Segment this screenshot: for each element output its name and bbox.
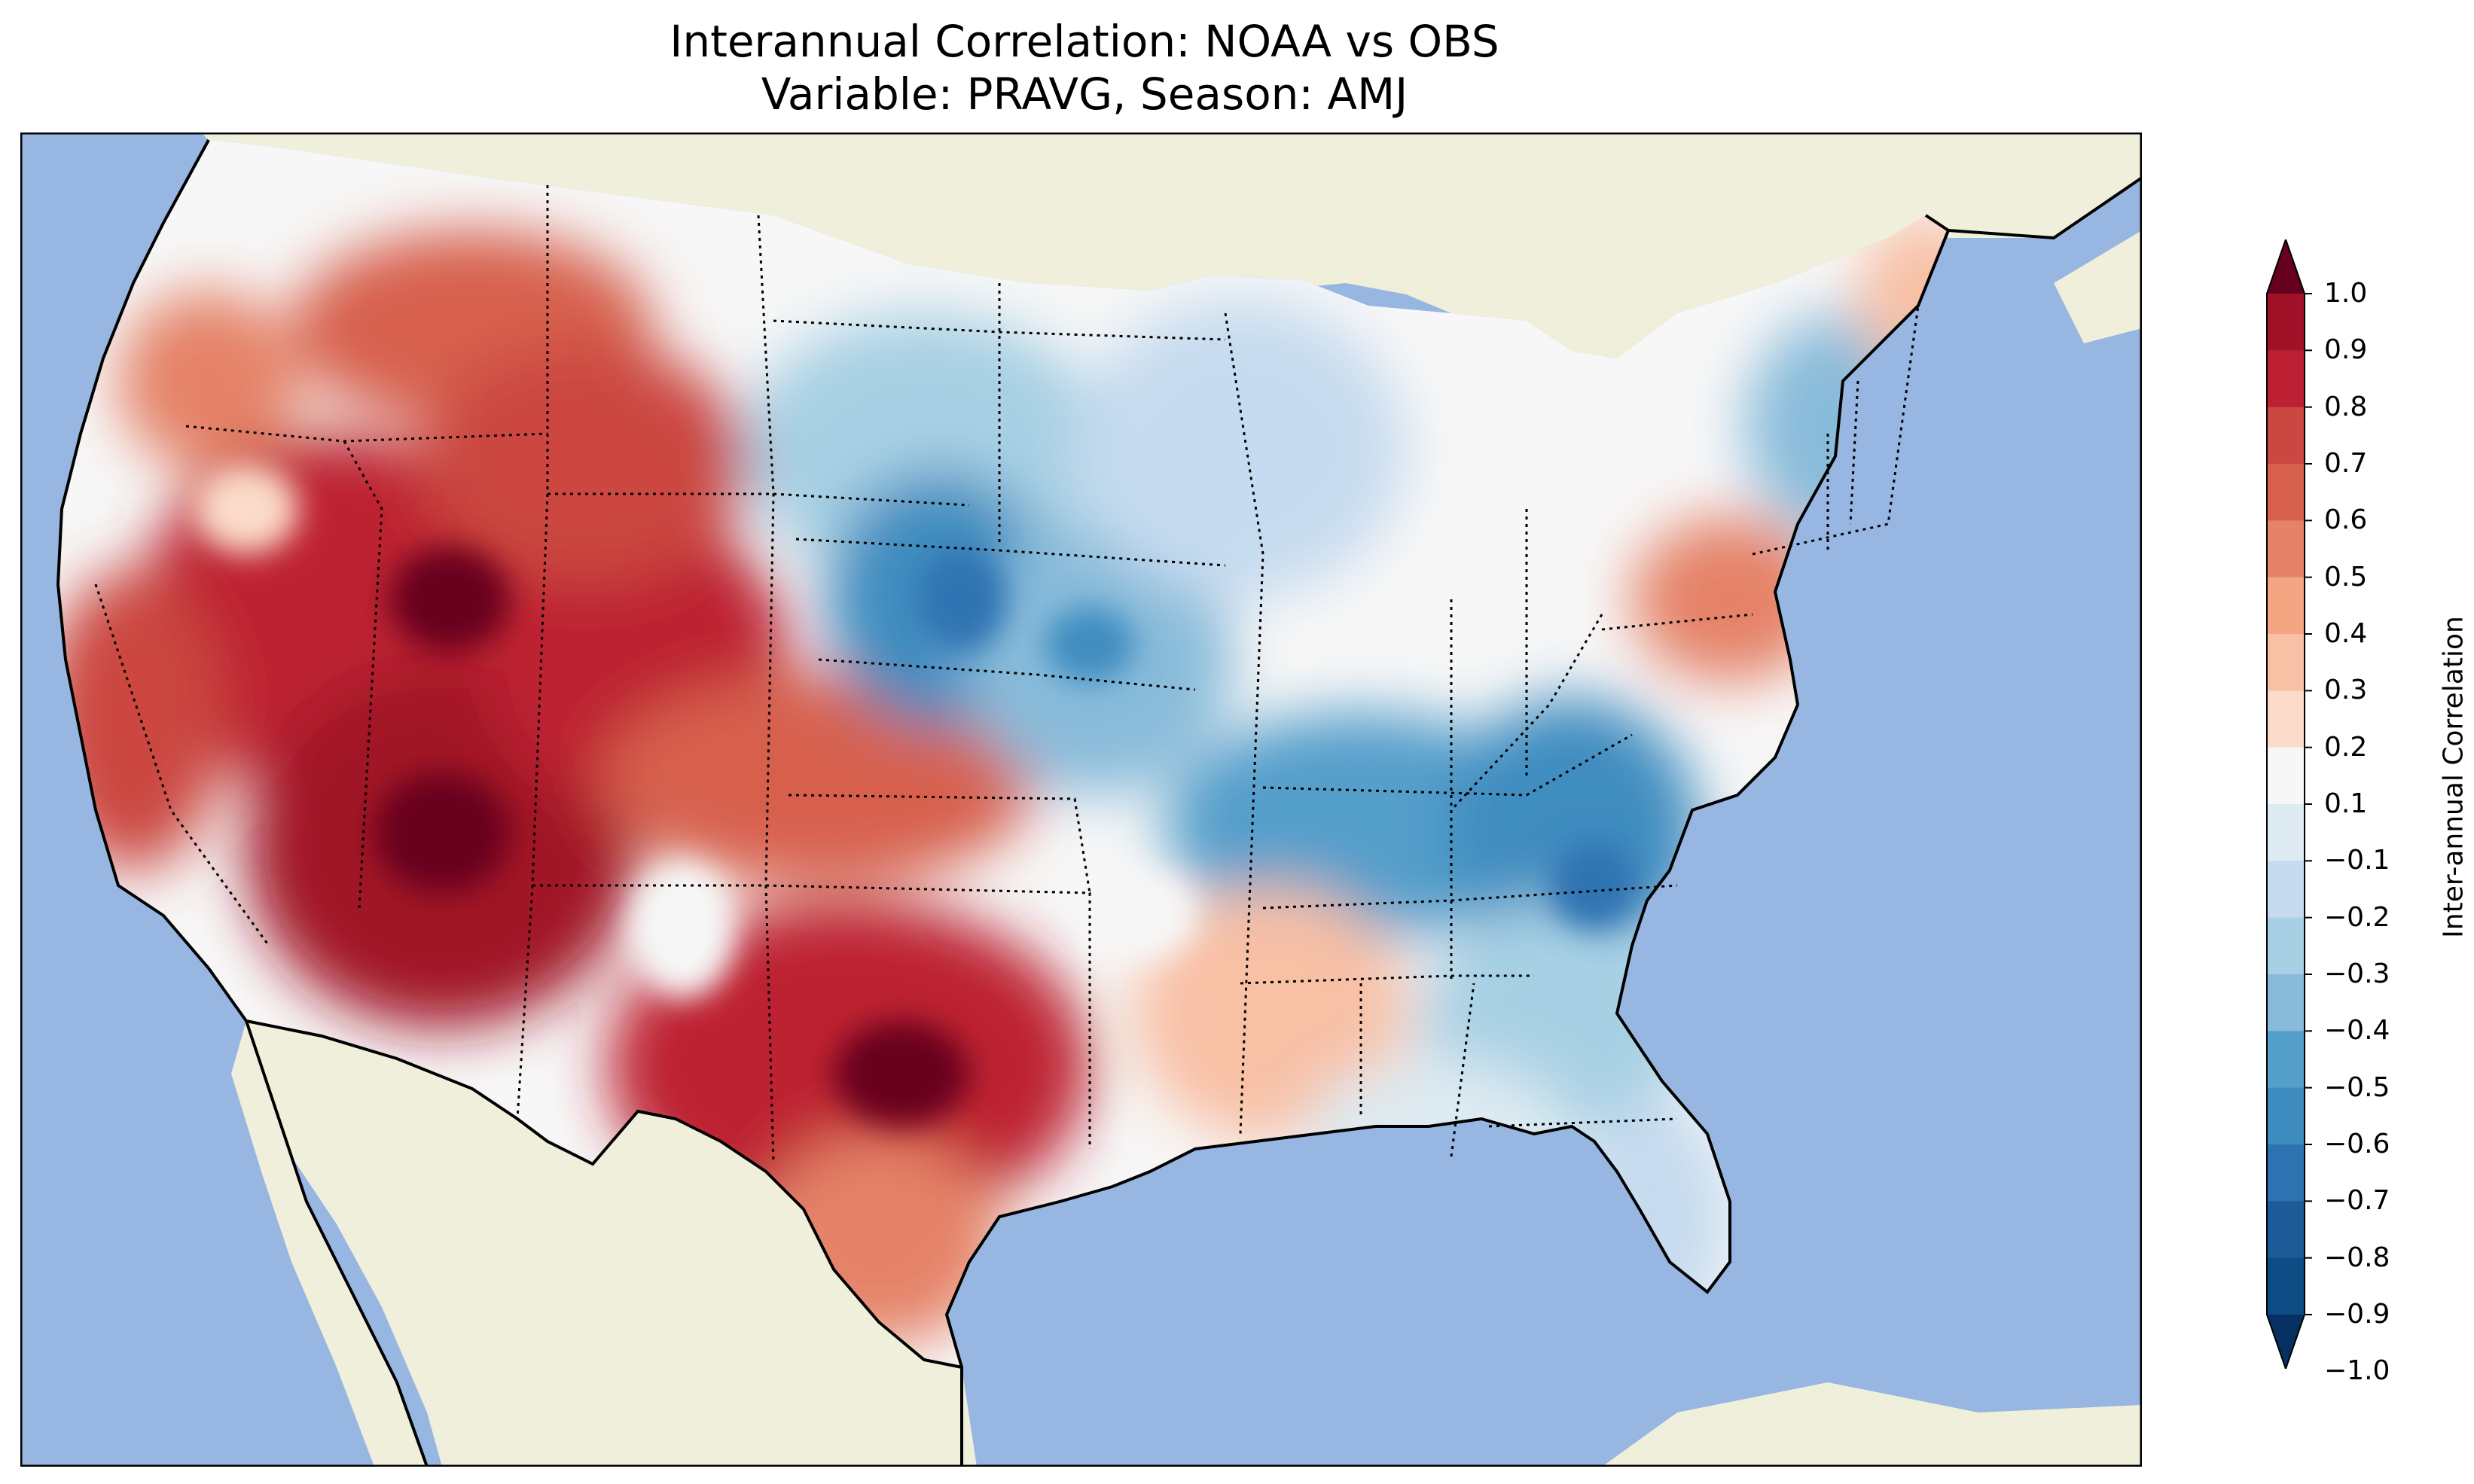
- colorbar-swatch: [2267, 1087, 2305, 1145]
- colorbar-tick-label: −0.4: [2324, 1015, 2390, 1047]
- colorbar-swatch: [2267, 464, 2305, 521]
- colorbar-swatch: [2267, 577, 2305, 635]
- colorbar-tick-label: 0.5: [2324, 561, 2368, 593]
- colorbar-swatch: [2267, 1201, 2305, 1259]
- colorbar-tick-label: 0.7: [2324, 448, 2368, 479]
- colorbar-swatch: [2267, 690, 2305, 748]
- colorbar-tick-label: 0.2: [2324, 731, 2368, 763]
- colorbar-tick-label: 0.9: [2324, 334, 2368, 366]
- colorbar-tick-label: −0.8: [2324, 1242, 2390, 1273]
- coastline: [56, 139, 2142, 1467]
- baja-land: [231, 1021, 427, 1467]
- region-wyoming: [419, 343, 751, 584]
- colorbar-swatch: [2267, 804, 2305, 861]
- colorbar-swatch: [2267, 520, 2305, 578]
- colorbar-tick-label: −0.3: [2324, 958, 2390, 989]
- colorbar-swatch: [2267, 294, 2305, 351]
- colorbar-swatch: [2267, 350, 2305, 408]
- colorbar-swatch: [2267, 747, 2305, 805]
- colorbar-tick-label: 1.0: [2324, 278, 2368, 309]
- colorbar-tick-label: −0.7: [2324, 1185, 2390, 1217]
- colorbar-swatch: [2267, 974, 2305, 1031]
- mexico-land: [246, 1021, 977, 1467]
- colorbar-tick-label: −0.9: [2324, 1299, 2390, 1330]
- correlation-map: [20, 133, 2142, 1467]
- colorbar-tick-label: 0.3: [2324, 675, 2368, 706]
- yucatan-cuba-land: [1602, 1382, 2142, 1467]
- map-title: Interannual Correlation: NOAA vs OBS: [670, 16, 1499, 67]
- colorbar-swatch: [2267, 1257, 2305, 1315]
- colorbar-tick-label: −0.1: [2324, 845, 2390, 876]
- colorbar-swatch: [2267, 634, 2305, 691]
- colorbar: [2266, 239, 2312, 1369]
- colorbar-extend-high: [2267, 239, 2305, 294]
- colorbar-tick-label: 0.1: [2324, 788, 2368, 819]
- map-subtitle: Variable: PRAVG, Season: AMJ: [761, 69, 1408, 120]
- region-mid-atlantic: [1632, 517, 1828, 682]
- colorbar-tick-label: −0.5: [2324, 1071, 2390, 1103]
- nova-scotia-land: [2054, 230, 2142, 343]
- colorbar-swatch: [2267, 1031, 2305, 1089]
- colorbar-swatch: [2267, 1144, 2305, 1202]
- colorbar-tick-label: −1.0: [2324, 1355, 2390, 1387]
- colorbar-tick-label: −0.2: [2324, 901, 2390, 933]
- state-borders: [94, 185, 1920, 1165]
- colorbar-tick-label: 0.4: [2324, 618, 2368, 649]
- colorbar-tick-label: −0.6: [2324, 1129, 2390, 1159]
- region-deep-south: [1135, 885, 1406, 1141]
- canada-land: [201, 133, 2142, 358]
- colorbar-swatch: [2267, 917, 2305, 975]
- colorbar-tick-label: 0.8: [2324, 391, 2368, 422]
- colorbar-swatch: [2267, 407, 2305, 465]
- colorbar-label: Inter-annual Correlation: [2438, 616, 2469, 938]
- region-kansas-oklahoma: [600, 675, 1037, 885]
- colorbar-tick-label: 0.6: [2324, 504, 2368, 536]
- colorbar-swatch: [2267, 861, 2305, 919]
- colorbar-extend-low: [2267, 1315, 2305, 1369]
- region-upper-midwest: [1075, 298, 1406, 599]
